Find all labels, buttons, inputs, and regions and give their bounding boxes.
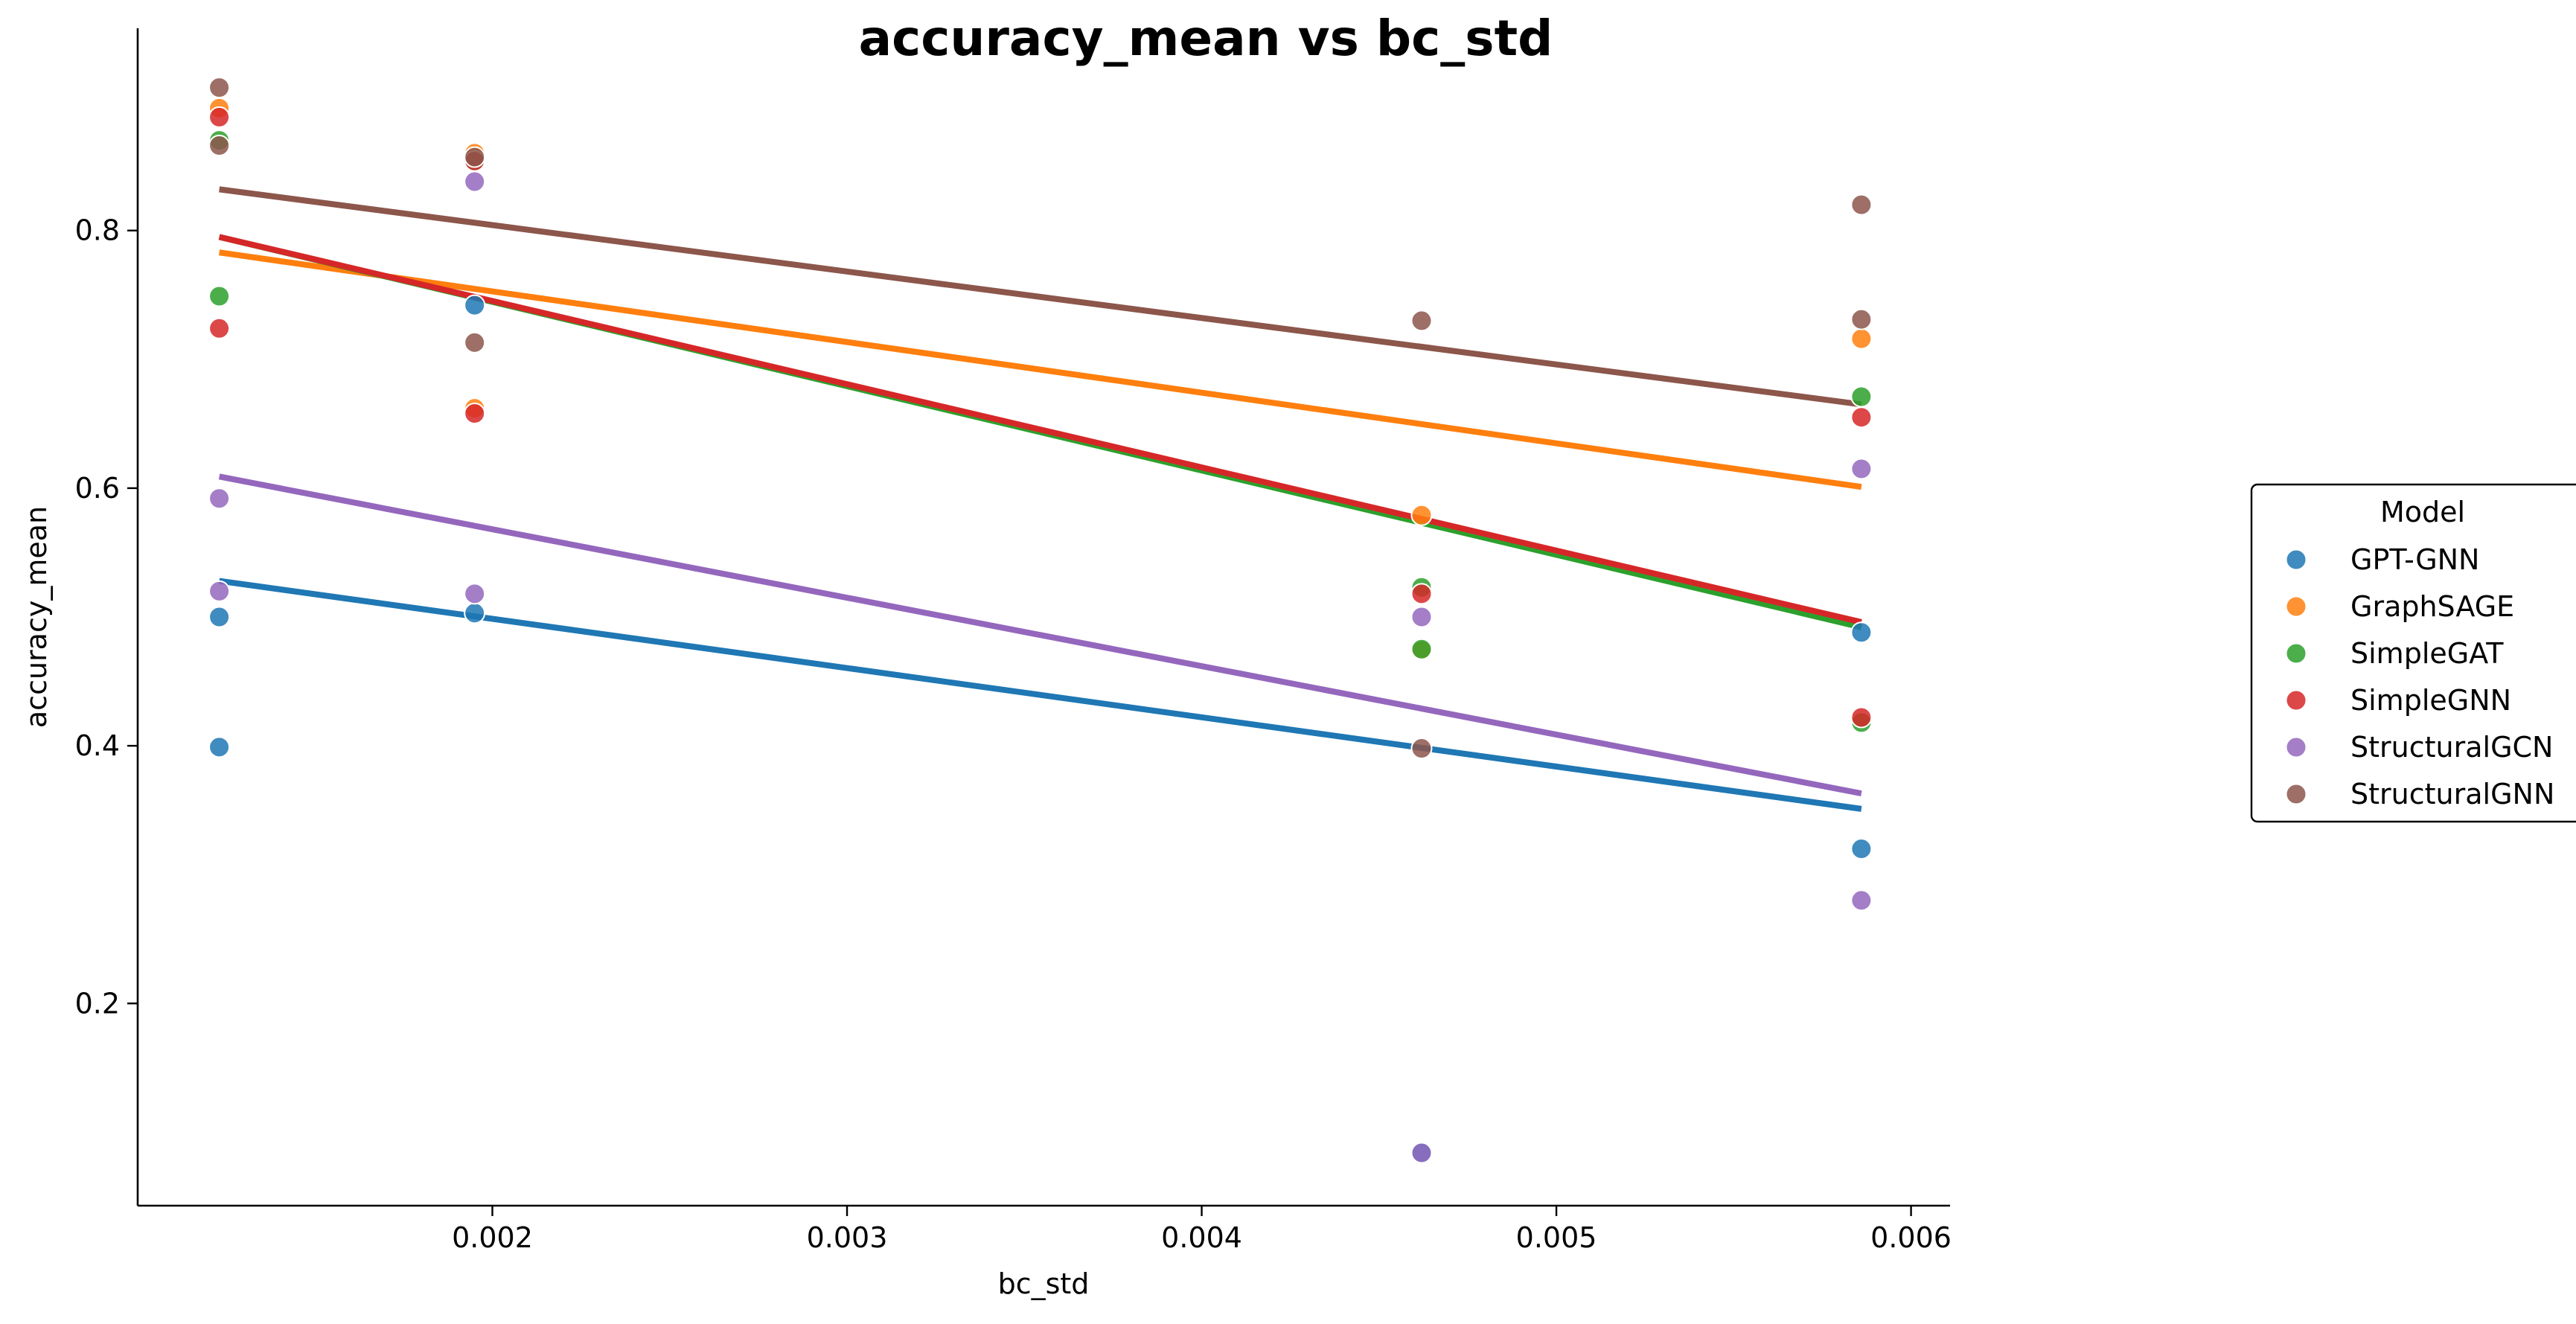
trend-lines — [218, 186, 1862, 812]
y-tick-label: 0.4 — [75, 729, 120, 762]
point-graphsage — [1410, 504, 1433, 526]
point-structuralgcn — [464, 583, 486, 605]
y-ticks: 0.2 0.4 0.6 0.8 — [75, 214, 138, 1020]
legend-marker-simplegat — [2285, 642, 2307, 665]
point-simplegat — [1410, 638, 1433, 660]
point-structuralgnn — [208, 135, 231, 157]
legend-label-gpt-gnn: GPT-GNN — [2350, 543, 2480, 576]
legend-label-graphsage: GraphSAGE — [2350, 590, 2514, 623]
point-gpt-gnn — [1850, 621, 1873, 644]
point-simplegnn — [208, 106, 231, 128]
point-structuralgnn — [208, 77, 231, 99]
data-points — [208, 77, 1873, 1164]
legend-marker-simplegnn — [2285, 689, 2307, 711]
x-tick-label: 0.003 — [807, 1221, 888, 1254]
legend-label-simplegnn: SimpleGNN — [2350, 684, 2511, 717]
point-structuralgcn — [208, 487, 231, 510]
x-axis-label: bc_std — [998, 1267, 1090, 1300]
point-gpt-gnn — [1850, 838, 1873, 860]
trend-line-structuralgnn — [219, 186, 1862, 408]
legend: Model GPT-GNN GraphSAGE SimpleGAT SimpleGNN… — [2250, 483, 2576, 823]
point-graphsage — [1850, 327, 1873, 350]
point-simplegat — [208, 285, 231, 307]
point-structuralgnn — [1410, 738, 1433, 760]
y-tick-label: 0.2 — [75, 987, 120, 1020]
legend-marker-structuralgnn — [2285, 783, 2307, 805]
x-tick-label: 0.006 — [1870, 1221, 1952, 1254]
legend-marker-gpt-gnn — [2285, 549, 2307, 571]
point-simplegnn — [464, 403, 486, 425]
point-structuralgnn — [1410, 310, 1433, 332]
point-gpt-gnn — [208, 606, 231, 628]
trend-line-structuralgcn — [218, 473, 1862, 797]
point-structuralgcn — [1850, 889, 1873, 912]
x-ticks: 0.002 0.003 0.004 0.005 0.006 — [452, 1206, 1952, 1254]
point-gpt-gnn — [208, 736, 231, 758]
x-tick-label: 0.002 — [452, 1221, 533, 1254]
point-structuralgnn — [1850, 194, 1873, 216]
point-simplegat — [1850, 386, 1873, 408]
legend-label-simplegat: SimpleGAT — [2350, 637, 2504, 670]
point-simplegnn — [1410, 583, 1433, 605]
point-simplegnn — [1850, 406, 1873, 429]
point-structuralgcn — [208, 580, 231, 602]
point-structuralgcn — [1410, 606, 1433, 628]
point-structuralgnn — [464, 331, 486, 354]
point-structuralgnn — [464, 146, 486, 168]
trend-line-graphsage — [219, 249, 1862, 490]
point-structuralgnn — [1850, 308, 1873, 330]
chart-title: accuracy_mean vs bc_std — [859, 10, 1553, 67]
legend-items: GPT-GNN GraphSAGE SimpleGAT SimpleGNN Struct… — [2285, 543, 2554, 810]
legend-title: Model — [2380, 496, 2465, 528]
axes — [136, 28, 1950, 1207]
point-simplegnn — [1850, 706, 1873, 729]
y-axis-label: accuracy_mean — [20, 506, 53, 728]
legend-frame — [2250, 483, 2576, 823]
legend-label-structuralgnn: StructuralGNN — [2350, 778, 2554, 810]
point-simplegnn — [208, 317, 231, 339]
point-gpt-gnn — [464, 602, 486, 624]
trend-line-gpt-gnn — [219, 578, 1862, 812]
x-tick-label: 0.004 — [1161, 1221, 1242, 1254]
trend-line-simplegnn — [218, 234, 1862, 625]
point-structuralgcn — [1410, 1142, 1433, 1164]
point-gpt-gnn — [464, 294, 486, 316]
point-structuralgcn — [464, 170, 486, 193]
y-tick-label: 0.6 — [75, 472, 120, 505]
legend-marker-structuralgcn — [2285, 736, 2307, 758]
point-structuralgcn — [1850, 458, 1873, 480]
legend-label-structuralgcn: StructuralGCN — [2350, 731, 2553, 764]
legend-marker-graphsage — [2285, 595, 2307, 618]
y-tick-label: 0.8 — [75, 214, 120, 247]
x-tick-label: 0.005 — [1516, 1221, 1597, 1254]
